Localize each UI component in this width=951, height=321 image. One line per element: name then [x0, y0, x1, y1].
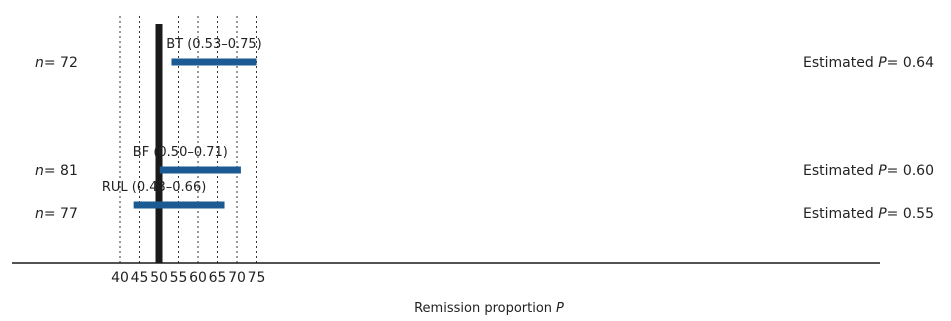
gridlines — [119, 16, 257, 263]
x-tick-label-45: 45 — [131, 270, 149, 286]
estimate-prefix: Estimated — [803, 55, 878, 71]
estimate-value: = 0.55 — [887, 206, 934, 222]
ci-label-3: RUL (0.43–0.66) — [102, 180, 206, 195]
x-axis-title: Remission proportion P — [414, 301, 564, 316]
row-labels: n= 72 Estimated P= 0.64n= 81 Estimated P= … — [35, 55, 934, 222]
n-symbol: n — [35, 55, 44, 71]
n-label-3: n= 77 — [35, 206, 78, 222]
ci-bars: BT (0.53–0.75) BF (0.50–0.71) RUL (0.43–0.… — [102, 37, 262, 209]
x-tick-label-55: 55 — [170, 270, 188, 286]
estimate-value: = 0.60 — [887, 163, 934, 179]
estimate-label-2: Estimated P= 0.60 — [803, 163, 934, 179]
n-label-1: n= 72 — [35, 55, 78, 71]
estimate-value: = 0.64 — [887, 55, 934, 71]
estimate-prefix: Estimated — [803, 206, 878, 222]
ci-label-2: BF (0.50–0.71) — [133, 145, 228, 160]
x-tick-label-50: 50 — [150, 270, 168, 286]
x-tick-label-75: 75 — [248, 270, 266, 286]
ci-label-1: BT (0.53–0.75) — [166, 37, 262, 52]
estimate-prefix: Estimated — [803, 163, 878, 179]
x-tick-label-65: 65 — [209, 270, 227, 286]
n-value: = 77 — [44, 206, 78, 222]
x-tick-label-70: 70 — [228, 270, 246, 286]
x-tick-labels: 40 45 50 55 60 65 70 75 — [111, 270, 265, 286]
n-label-2: n= 81 — [35, 163, 78, 179]
n-symbol: n — [35, 163, 44, 179]
x-tick-label-40: 40 — [111, 270, 129, 286]
x-axis-title-symbol: P — [556, 301, 564, 316]
n-symbol: n — [35, 206, 44, 222]
estimate-symbol: P — [878, 206, 887, 222]
x-tick-label-60: 60 — [189, 270, 207, 286]
n-value: = 81 — [44, 163, 78, 179]
estimate-symbol: P — [878, 163, 887, 179]
estimate-symbol: P — [878, 55, 887, 71]
estimate-label-3: Estimated P= 0.55 — [803, 206, 934, 222]
n-value: = 72 — [44, 55, 78, 71]
estimate-label-1: Estimated P= 0.64 — [803, 55, 934, 71]
x-axis-title-text: Remission proportion — [414, 301, 552, 316]
